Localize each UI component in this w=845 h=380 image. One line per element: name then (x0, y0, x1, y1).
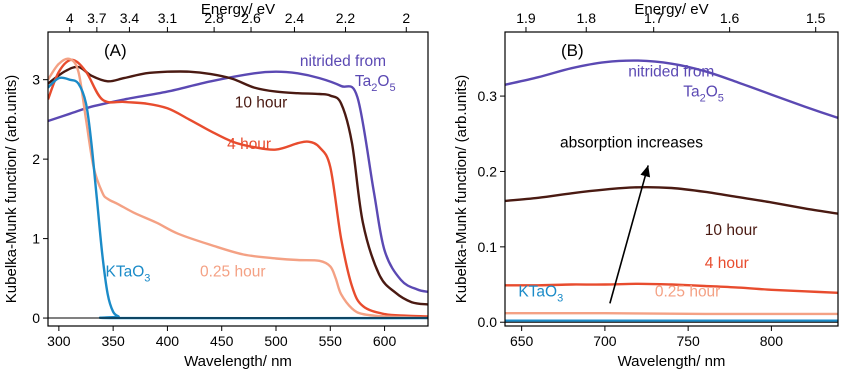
series-line-1 (48, 65, 428, 306)
x-tick-label: 700 (593, 333, 617, 349)
series-label-formula: Ta2O5 (355, 73, 396, 94)
series-label-1: 10 hour (705, 222, 758, 239)
top-tick-label: 2.6 (241, 10, 261, 26)
x-axis-title: Wavelength/ nm (618, 353, 726, 370)
panel-label: (A) (104, 41, 127, 60)
top-tick-label: 3.4 (120, 10, 140, 26)
y-axis-title: Kubelka-Munk function/ (arb.units) (3, 75, 20, 303)
series-line-1 (505, 185, 838, 215)
series-line-2 (48, 58, 428, 318)
series-lines (48, 57, 428, 320)
y-tick-label: 0.0 (478, 314, 498, 330)
x-tick-label: 550 (319, 333, 343, 349)
series-label-0: nitrided from (628, 63, 714, 80)
y-tick-label: 0.2 (478, 163, 498, 179)
y-tick-label: 1 (32, 231, 40, 247)
x-tick-label: 300 (47, 333, 71, 349)
y-tick-label: 0 (32, 310, 40, 326)
series-lines (505, 59, 838, 322)
annotation-text: absorption increases (560, 134, 703, 151)
series-line-2 (505, 282, 838, 294)
series-label-3: 0.25 hour (200, 264, 266, 281)
x-tick-label: 500 (264, 333, 288, 349)
top-axis-title: Energy/ eV (201, 1, 275, 18)
x-axis-title: Wavelength/ nm (184, 353, 292, 370)
x-tick-label: 450 (210, 333, 234, 349)
x-tick-label: 400 (156, 333, 180, 349)
annotation-arrow-shaft (609, 165, 649, 304)
panel-b: 650 700 750 800 Wavelength/ nm 0.0 0.1 0.2 0.3 Ku… (453, 1, 839, 370)
top-tick-label: 1.6 (720, 10, 740, 26)
series-label-2: 4 hour (227, 136, 271, 153)
panel-label: (B) (561, 41, 584, 60)
x-tick-label: 750 (676, 333, 700, 349)
series-label-4: KTaO3 (518, 284, 563, 305)
y-tick-label: 0.1 (478, 239, 498, 255)
axes-frame (504, 31, 839, 327)
top-axis-title: Energy/ eV (634, 1, 708, 18)
series-line-3 (505, 311, 838, 316)
x-tick-label: 650 (510, 333, 534, 349)
series-label-formula: Ta2O5 (683, 83, 724, 104)
y-tick-label: 0.3 (478, 88, 498, 104)
top-tick-label: 3.1 (158, 10, 178, 26)
series-label-4: KTaO3 (106, 264, 151, 285)
x-tick-label: 800 (760, 333, 784, 349)
series-label-2: 4 hour (705, 255, 749, 272)
y-tick-label: 3 (32, 72, 40, 88)
top-tick-label: 1.7 (644, 10, 664, 26)
y-tick-label: 2 (32, 151, 40, 167)
series-label-1: 10 hour (235, 94, 288, 111)
x-tick-label: 600 (373, 333, 397, 349)
series-label-0: nitrided from (300, 53, 386, 70)
annotation-arrow-head (640, 165, 651, 178)
series-line-0 (505, 59, 838, 120)
x-tick-label: 350 (101, 333, 125, 349)
top-tick-label: 4 (66, 10, 74, 26)
top-tick-label: 2.8 (204, 10, 224, 26)
top-tick-label: 1.5 (806, 10, 826, 26)
y-axis-title: Kubelka-Munk function/ (arb.units) (453, 75, 470, 303)
top-tick-label: 2.4 (285, 10, 305, 26)
top-tick-label: 2 (402, 10, 410, 26)
series-line-3 (48, 57, 428, 320)
axes-frame (47, 31, 429, 327)
series-label-3: 0.25 hour (655, 284, 721, 301)
top-tick-label: 1.8 (577, 10, 597, 26)
top-tick-label: 2.2 (336, 10, 356, 26)
top-tick-label: 1.9 (516, 10, 536, 26)
top-tick-label: 3.7 (87, 10, 107, 26)
